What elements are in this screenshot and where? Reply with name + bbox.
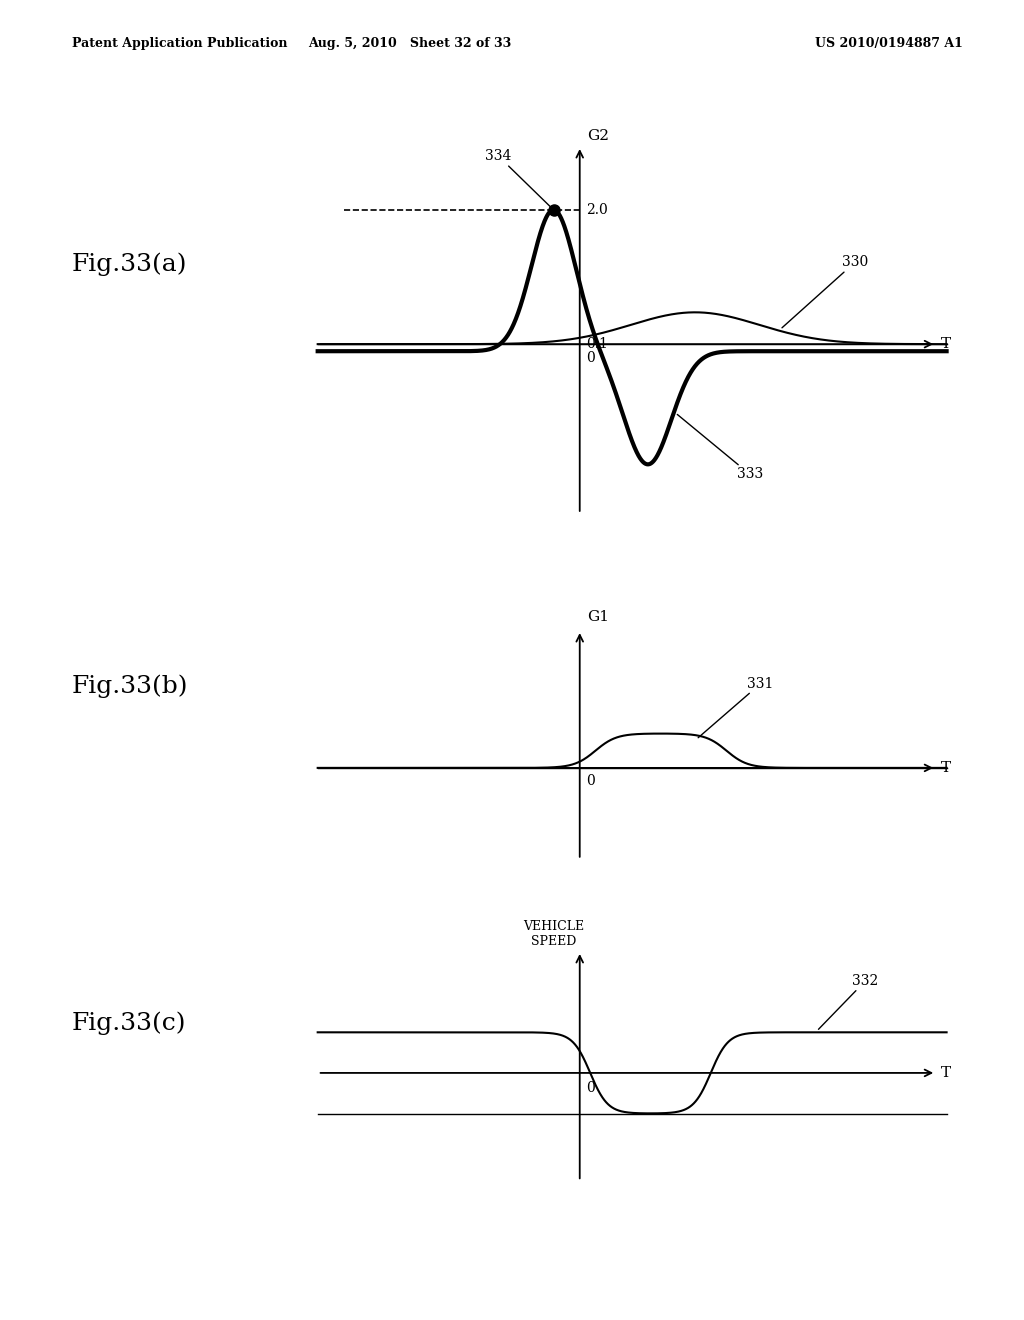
- Text: Aug. 5, 2010   Sheet 32 of 33: Aug. 5, 2010 Sheet 32 of 33: [308, 37, 511, 50]
- Text: Fig.33(b): Fig.33(b): [72, 675, 188, 698]
- Text: 0.1: 0.1: [586, 337, 608, 351]
- Text: G1: G1: [588, 610, 609, 624]
- Text: 0: 0: [586, 1081, 595, 1096]
- Text: US 2010/0194887 A1: US 2010/0194887 A1: [815, 37, 963, 50]
- Text: Fig.33(c): Fig.33(c): [72, 1011, 186, 1035]
- Text: G2: G2: [588, 128, 609, 143]
- Text: VEHICLE
SPEED: VEHICLE SPEED: [523, 920, 584, 948]
- Text: 0: 0: [586, 774, 595, 788]
- Text: Patent Application Publication: Patent Application Publication: [72, 37, 287, 50]
- Text: 0: 0: [586, 351, 595, 366]
- Text: 330: 330: [782, 255, 868, 327]
- Text: T: T: [941, 337, 951, 351]
- Text: Fig.33(a): Fig.33(a): [72, 252, 187, 276]
- Text: 333: 333: [677, 414, 763, 482]
- Text: T: T: [941, 1067, 951, 1080]
- Text: 2.0: 2.0: [586, 203, 608, 216]
- Text: 334: 334: [485, 149, 551, 207]
- Text: T: T: [941, 760, 951, 775]
- Text: 332: 332: [818, 974, 879, 1030]
- Text: 331: 331: [698, 677, 774, 738]
